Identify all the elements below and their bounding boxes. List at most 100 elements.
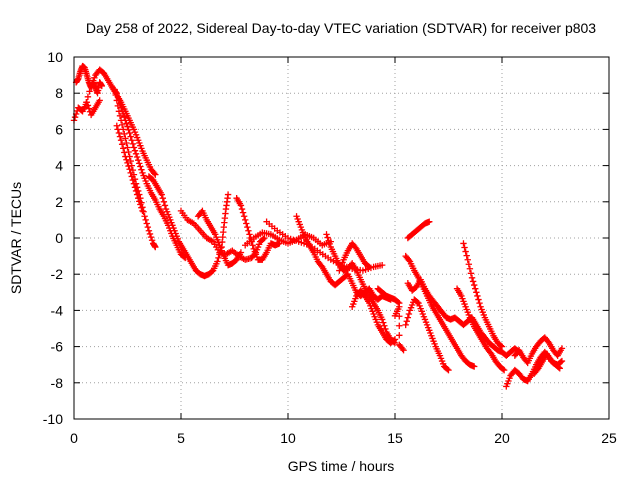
data-point bbox=[470, 281, 478, 289]
data-point bbox=[147, 233, 155, 241]
series-arc-03 bbox=[81, 66, 159, 178]
data-point bbox=[126, 166, 133, 173]
data-point bbox=[133, 191, 141, 198]
x-tick-label: 5 bbox=[177, 430, 185, 446]
data-point bbox=[151, 170, 158, 177]
data-point bbox=[145, 227, 153, 234]
data-point bbox=[224, 191, 232, 198]
x-tick-label: 0 bbox=[70, 430, 78, 446]
data-point bbox=[135, 194, 142, 202]
series-arc-24 bbox=[460, 240, 506, 350]
y-tick-label: 8 bbox=[55, 85, 63, 101]
data-point bbox=[380, 319, 387, 326]
data-point bbox=[96, 97, 103, 104]
data-point bbox=[378, 316, 386, 323]
data-point bbox=[117, 137, 125, 144]
data-point bbox=[470, 363, 478, 370]
data-point bbox=[86, 88, 93, 95]
series-arc-09 bbox=[194, 207, 245, 269]
data-point bbox=[123, 156, 130, 163]
data-point bbox=[497, 342, 505, 349]
x-tick-label: 10 bbox=[280, 430, 296, 446]
data-point bbox=[112, 91, 119, 99]
data-point bbox=[81, 104, 88, 111]
data-point bbox=[85, 105, 93, 112]
data-point bbox=[469, 278, 477, 285]
data-point bbox=[118, 141, 126, 148]
data-point bbox=[71, 113, 79, 121]
y-tick-label: 0 bbox=[55, 230, 63, 246]
data-point bbox=[138, 204, 145, 211]
data-point bbox=[160, 198, 168, 205]
data-point bbox=[405, 256, 413, 264]
data-point bbox=[381, 322, 388, 329]
data-point bbox=[391, 336, 399, 343]
data-point bbox=[323, 231, 330, 238]
x-tick-label: 20 bbox=[494, 430, 510, 446]
data-point bbox=[140, 208, 147, 215]
data-point bbox=[245, 227, 252, 234]
data-point bbox=[249, 242, 256, 249]
grid-lines bbox=[74, 57, 609, 419]
data-point bbox=[243, 220, 250, 227]
data-point bbox=[396, 322, 403, 329]
data-point bbox=[128, 137, 135, 144]
data-point bbox=[116, 133, 124, 140]
data-point bbox=[467, 270, 475, 277]
series-arc-05 bbox=[111, 86, 159, 251]
data-point bbox=[260, 235, 267, 243]
series-arc-15 bbox=[336, 240, 373, 274]
data-point bbox=[464, 256, 471, 263]
y-tick-label: 4 bbox=[55, 158, 63, 174]
data-point bbox=[122, 153, 129, 160]
data-point bbox=[445, 366, 452, 374]
data-point bbox=[324, 234, 331, 241]
data-point bbox=[116, 112, 124, 120]
data-point bbox=[498, 343, 506, 350]
data-point bbox=[365, 262, 372, 270]
data-point bbox=[130, 180, 138, 187]
data-point bbox=[466, 265, 474, 272]
data-point bbox=[462, 248, 469, 255]
data-point bbox=[114, 102, 122, 110]
data-point bbox=[472, 285, 479, 292]
data-point bbox=[115, 129, 123, 137]
data-markers bbox=[70, 62, 566, 390]
y-tick-label: -6 bbox=[51, 339, 64, 355]
data-point bbox=[131, 147, 139, 154]
data-point bbox=[378, 261, 386, 269]
data-point bbox=[240, 213, 248, 220]
y-tick-labels: -10 -8 -6 -4 -2 0 2 4 6 8 10 bbox=[43, 49, 63, 427]
data-point bbox=[124, 144, 131, 151]
data-point bbox=[113, 122, 120, 129]
data-point bbox=[132, 187, 140, 195]
data-point bbox=[125, 126, 132, 134]
data-point bbox=[120, 126, 127, 133]
data-point bbox=[396, 303, 403, 310]
data-point bbox=[475, 296, 482, 303]
data-point bbox=[122, 135, 129, 142]
data-point bbox=[473, 289, 480, 296]
data-point bbox=[476, 299, 483, 307]
data-point bbox=[136, 160, 143, 167]
y-tick-label: 10 bbox=[47, 49, 63, 65]
y-tick-label: -8 bbox=[51, 375, 64, 391]
series-arc-07 bbox=[145, 173, 232, 280]
series-arc-27 bbox=[530, 350, 563, 377]
y-tick-label: -10 bbox=[43, 411, 63, 427]
data-point bbox=[465, 261, 473, 268]
series-arc-23 bbox=[453, 285, 508, 374]
x-tick-labels: 0 5 10 15 20 25 bbox=[70, 430, 617, 446]
data-point bbox=[366, 263, 373, 271]
x-tick-label: 15 bbox=[387, 430, 403, 446]
data-point bbox=[84, 93, 92, 101]
data-point bbox=[124, 123, 131, 130]
data-point bbox=[129, 140, 137, 148]
data-point bbox=[133, 153, 141, 161]
data-point bbox=[121, 130, 128, 138]
y-tick-label: 2 bbox=[55, 194, 63, 210]
data-point bbox=[395, 299, 402, 306]
axis-ticks bbox=[73, 56, 610, 420]
data-point bbox=[558, 357, 566, 365]
data-point bbox=[135, 156, 142, 164]
